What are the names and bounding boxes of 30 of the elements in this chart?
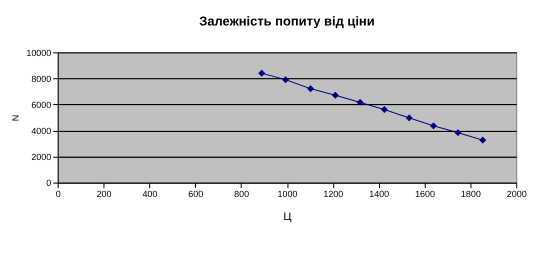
y-tick-label: 4000	[31, 126, 52, 136]
x-tick-label: 800	[234, 189, 250, 200]
chart-title: Залежність попиту від ціни	[199, 13, 375, 28]
y-axis-title: N	[10, 114, 20, 122]
x-tick-label: 1800	[460, 189, 481, 200]
x-tick-label: 1200	[323, 189, 344, 200]
y-tick-label: 10000	[26, 48, 52, 58]
y-tick-label: 0	[46, 178, 52, 188]
x-tick-label: 1600	[415, 189, 435, 200]
y-tick-label: 8000	[31, 74, 52, 84]
point	[307, 85, 314, 92]
x-tick-label: 200	[96, 189, 112, 200]
point	[332, 92, 339, 99]
x-tick-label: 1000	[278, 189, 298, 200]
x-tick-label: 2000	[506, 189, 527, 200]
point	[454, 129, 462, 136]
x-tick-label: 400	[142, 189, 158, 200]
point	[430, 122, 437, 130]
point	[356, 98, 364, 106]
point	[282, 76, 290, 84]
point	[380, 106, 388, 114]
x-tick-label: 0	[56, 189, 61, 200]
x-axis-title: Ц	[283, 210, 292, 223]
x-tick-label: 1400	[369, 189, 390, 200]
x-tick-label: 600	[188, 189, 204, 200]
point	[479, 136, 486, 144]
y-tick-label: 2000	[31, 152, 52, 162]
point	[258, 70, 266, 77]
point	[406, 114, 413, 122]
y-tick-label: 6000	[31, 100, 52, 110]
